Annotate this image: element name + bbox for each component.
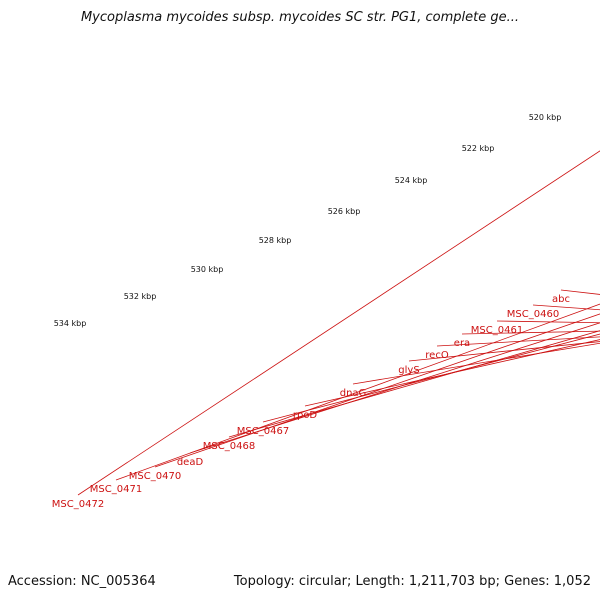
map-title: Mycoplasma mycoides subsp. mycoides SC s… — [80, 10, 520, 25]
gene-label: era — [454, 338, 470, 349]
leader-line — [262, 333, 600, 423]
ruler-label: 522 kbp — [462, 144, 495, 153]
leader-line — [154, 313, 600, 468]
gene-labels: abcMSC_0460MSC_0461erarecOglySdnaGrpoDMS… — [52, 150, 600, 510]
accession-text: Accession: NC_005364 — [8, 574, 156, 589]
leader-line — [189, 322, 600, 454]
ruler-label: 526 kbp — [328, 207, 361, 216]
topology-text: Topology: circular; Length: 1,211,703 bp… — [233, 574, 591, 589]
ruler-label: 528 kbp — [259, 236, 292, 245]
leader-line — [77, 150, 600, 496]
ruler-label: 532 kbp — [124, 292, 157, 301]
gene-label: abc — [552, 294, 570, 305]
gene-label: recO — [425, 350, 449, 361]
gene-label: MSC_0471 — [90, 484, 142, 495]
gene-label: MSC_0472 — [52, 499, 104, 510]
ruler-label: 530 kbp — [191, 265, 224, 274]
gene-label: MSC_0467 — [237, 426, 289, 437]
ruler-label: 524 kbp — [395, 176, 428, 185]
ruler-label: 520 kbp — [529, 113, 562, 122]
ruler-label: 534 kbp — [54, 319, 87, 328]
leader-line — [115, 303, 600, 481]
gene-label: MSC_0460 — [507, 309, 559, 320]
gene-label: deaD — [177, 457, 204, 468]
gene-label: glyS — [398, 365, 419, 376]
ruler-labels: 520 kbp 522 kbp 524 kbp 526 kbp 528 kbp 530 k… — [54, 113, 562, 328]
gene-label: MSC_0470 — [129, 471, 181, 482]
leader-line — [304, 339, 600, 407]
gene-label: MSC_0468 — [203, 441, 255, 452]
leader-line — [228, 330, 600, 438]
gene-label: MSC_0461 — [471, 325, 523, 336]
leader-line — [436, 336, 600, 347]
